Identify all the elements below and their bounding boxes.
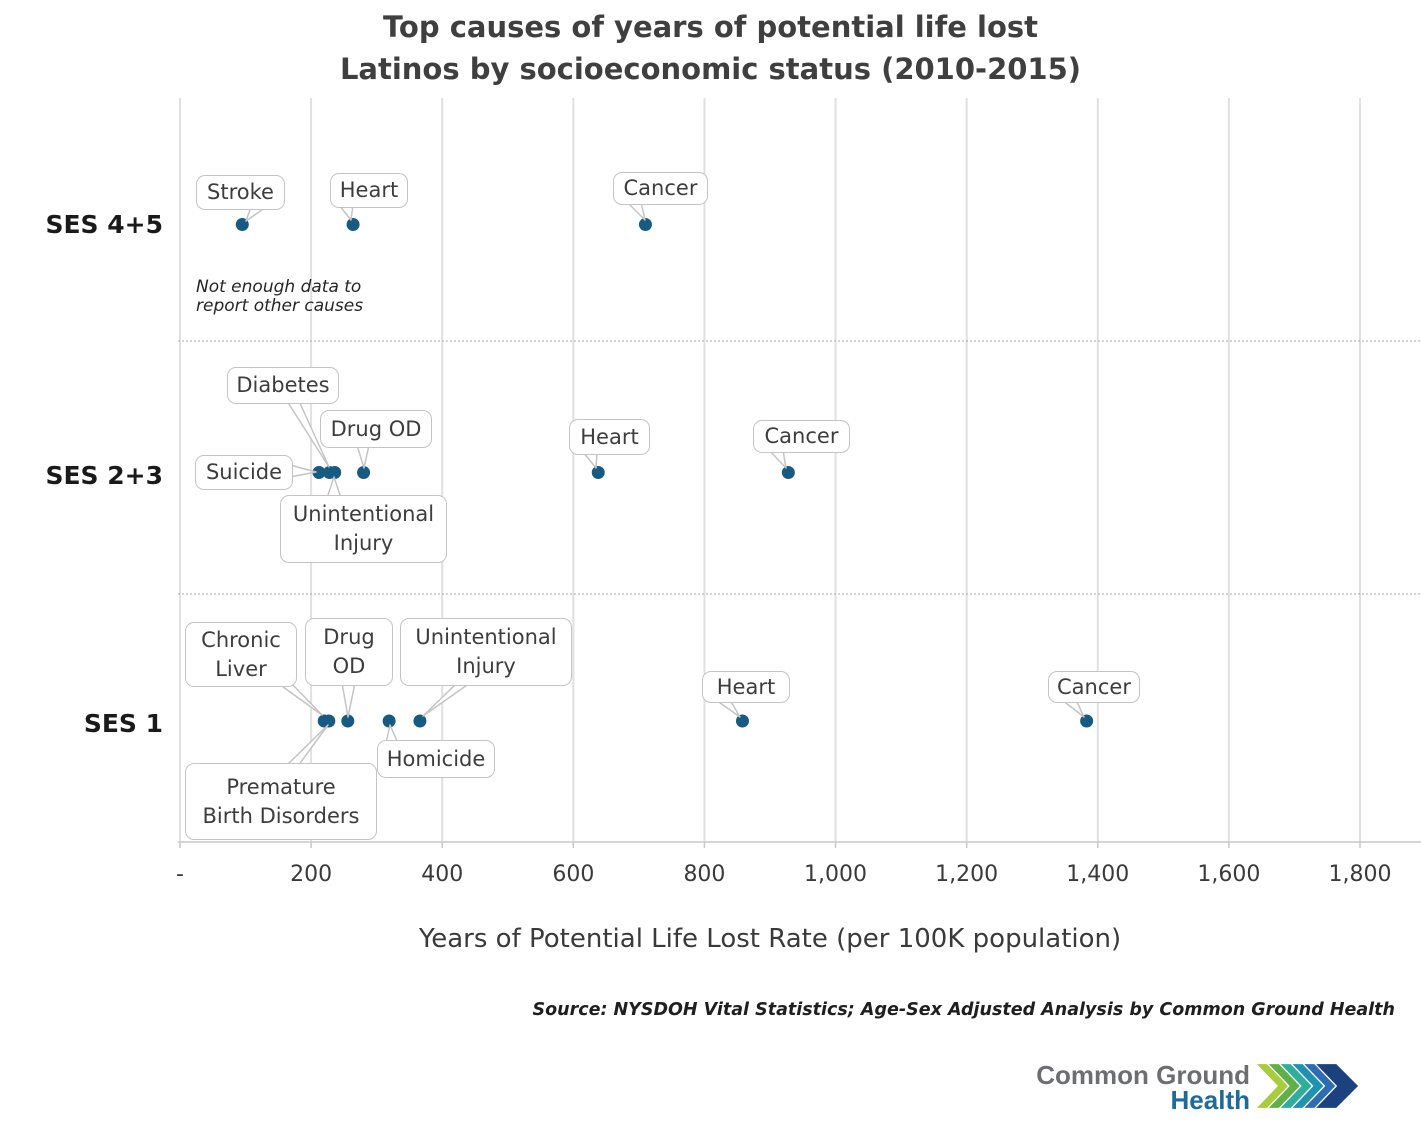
x-tick-label-800: 800 [683, 862, 726, 887]
callout-ses-1-homicide: Homicide [377, 740, 495, 778]
logo-name-line1: Common Ground [1036, 1060, 1250, 1090]
callout-ses-4-5-cancer: Cancer [613, 172, 708, 205]
data-point-ses-1-homicide [382, 714, 396, 728]
x-tick-label-1400: 1,400 [1066, 862, 1130, 887]
chart-title-line2: Latinos by socioeconomic status (2010-20… [339, 52, 1082, 86]
data-point-ses-1-cancer [1080, 714, 1094, 728]
callout-ses-2-3-drug-od: Drug OD [320, 410, 432, 448]
data-point-ses-2-3-heart [591, 466, 605, 479]
x-axis-title: Years of Potential Life Lost Rate (per 1… [418, 924, 1122, 954]
callout-ses-2-3-suicide: Suicide [195, 455, 293, 490]
y-axis-label-ses-2-3: SES 2+3 [45, 461, 163, 490]
no-data-note: Not enough data to report other causes [196, 277, 364, 316]
x-tick-label-1800: 1,800 [1328, 862, 1392, 887]
data-point-ses-2-3-unintentional-injury [328, 466, 342, 479]
callout-ses-2-3-unintentional-injury: Unintentional Injury [280, 495, 447, 563]
callout-ses-2-3-heart: Heart [569, 419, 650, 455]
chevron-band-6 [1316, 1064, 1359, 1108]
data-point-ses-4-5-heart [346, 218, 360, 231]
chart-title-line1: Top causes of years of potential life lo… [383, 10, 1038, 44]
chart-title: Top causes of years of potential life lo… [0, 6, 1421, 90]
y-axis-label-ses-4-5: SES 4+5 [45, 210, 163, 239]
x-tick-label-200: 200 [290, 862, 333, 887]
callout-ses-2-3-cancer: Cancer [753, 420, 850, 453]
chevron-band-3 [1280, 1064, 1312, 1108]
x-tick-label-600: 600 [552, 862, 595, 887]
x-tick-label-1600: 1,600 [1197, 862, 1261, 887]
data-point-ses-4-5-cancer [638, 218, 652, 231]
logo-wordmark: Common Ground Health [1036, 1060, 1250, 1115]
y-axis-label-ses-1: SES 1 [83, 709, 163, 738]
callout-ses-1-chronic-liver: Chronic Liver [185, 622, 297, 687]
callout-ses-1-unintentional-injury: Unintentional Injury [400, 618, 572, 686]
callout-ses-4-5-stroke: Stroke [196, 175, 285, 210]
chevron-band-5 [1304, 1064, 1336, 1108]
data-point-ses-1-drug-od [341, 714, 355, 728]
x-tick-label-1200: 1,200 [935, 862, 999, 887]
chevron-band-4 [1292, 1064, 1324, 1108]
callout-ses-1-cancer: Cancer [1048, 671, 1140, 703]
callout-ses-1-heart: Heart [702, 671, 790, 703]
callout-ses-4-5-heart: Heart [330, 173, 408, 208]
x-tick-label-1000: 1,000 [804, 862, 868, 887]
data-point-ses-2-3-drug-od [357, 466, 371, 479]
chevron-band-1 [1257, 1064, 1288, 1108]
callout-ses-2-3-diabetes: Diabetes [227, 367, 339, 404]
logo-name-line2: Health [1170, 1085, 1250, 1115]
data-point-ses-2-3-cancer [781, 466, 795, 479]
callout-ses-1-premature-birth-disorders: Premature Birth Disorders [185, 763, 377, 840]
data-point-ses-1-unintentional-injury [413, 714, 427, 728]
x-tick-label-400: 400 [421, 862, 464, 887]
callout-ses-1-drug-od: Drug OD [305, 618, 393, 686]
x-tick-label-0: - [176, 862, 184, 887]
data-point-ses-1-heart [735, 714, 749, 728]
chevron-band-2 [1268, 1064, 1300, 1108]
data-point-ses-4-5-stroke [235, 218, 249, 231]
data-point-ses-1-premature-birth-disorders [322, 714, 336, 728]
source-note: Source: NYSDOH Vital Statistics; Age-Sex… [532, 1000, 1395, 1020]
logo-chevrons-icon [1257, 1064, 1359, 1108]
